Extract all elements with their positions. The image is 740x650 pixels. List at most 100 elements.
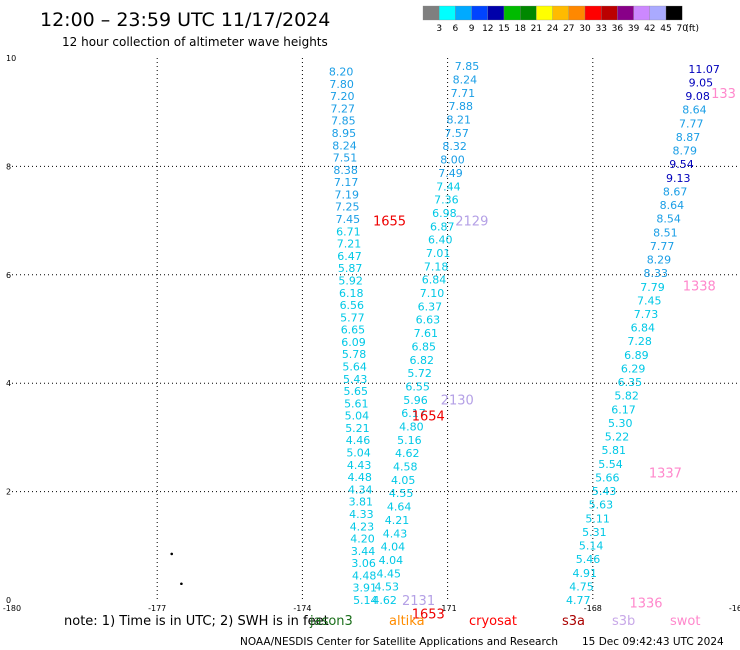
- wave-height-label: 7.20: [330, 90, 355, 103]
- wave-height-label: 7.28: [627, 335, 652, 348]
- wave-height-label: 4.43: [383, 527, 408, 540]
- wave-height-label: 7.77: [679, 117, 704, 130]
- x-tick-label: -180: [3, 604, 21, 613]
- footer-credit: NOAA/NESDIS Center for Satellite Applica…: [240, 636, 558, 648]
- wave-height-label: 5.04: [345, 410, 370, 423]
- wave-height-label: 4.53: [374, 581, 399, 594]
- wave-height-label: 6.09: [341, 336, 366, 349]
- wave-height-label: 7.49: [438, 167, 463, 180]
- wave-height-label: 6.84: [422, 274, 447, 287]
- wave-height-label: 7.19: [334, 188, 359, 201]
- wave-height-label: 6.47: [337, 250, 362, 263]
- legend-swatch: [665, 5, 683, 21]
- legend-swatch: [536, 5, 553, 21]
- wave-height-label: 7.61: [414, 327, 439, 340]
- wave-height-label: 6.84: [631, 322, 656, 335]
- wave-height-label: 8.64: [660, 199, 685, 212]
- wave-height-label: 4.62: [372, 594, 397, 607]
- wave-height-label: 4.58: [393, 461, 418, 474]
- data-marks: 8.207.807.207.277.858.958.247.518.387.17…: [170, 60, 736, 623]
- wave-height-label: 4.62: [395, 447, 420, 460]
- satellite-legend: jason3 altika cryosat s3a s3b swot: [309, 614, 700, 629]
- legend-swatch: [649, 5, 667, 21]
- wave-height-label: 5.04: [346, 447, 371, 460]
- wave-height-label: 7.45: [637, 294, 662, 307]
- wave-height-label: 6.17: [611, 403, 636, 416]
- wave-height-label: 8.51: [653, 226, 678, 239]
- wave-height-label: 7.88: [449, 100, 474, 113]
- wave-height-label: 5.21: [345, 422, 370, 435]
- wave-height-label: 6.98: [432, 207, 457, 220]
- wave-height-label: 5.30: [608, 417, 633, 430]
- wave-height-label: 5.43: [343, 373, 368, 386]
- legend-tick-label: 24: [547, 24, 559, 34]
- legend-tick-label: 39: [628, 24, 640, 34]
- wave-height-label: 7.85: [455, 60, 480, 73]
- wave-height-label: 5.81: [602, 444, 627, 457]
- wave-height-label: 5.14: [579, 540, 604, 553]
- legend-swatch: [633, 5, 650, 21]
- wave-height-label: 5.65: [344, 385, 369, 398]
- wave-height-label: 7.44: [436, 180, 461, 193]
- legend-swatch: [455, 5, 472, 21]
- wave-height-label: 7.85: [331, 115, 356, 128]
- legend-tick-label: 18: [514, 24, 526, 34]
- wave-height-label: 7.18: [424, 260, 449, 273]
- wave-height-label: 4.77: [566, 594, 591, 607]
- satellite-legend-s3a: s3a: [562, 614, 585, 629]
- wave-height-label: 3.81: [349, 496, 374, 509]
- y-tick-label: 2: [6, 488, 11, 497]
- pass-time-label: 1655: [373, 215, 406, 230]
- legend-unit-label: (ft): [685, 24, 699, 34]
- pass-time-label: 2131: [402, 594, 435, 609]
- wave-height-label: 8.38: [333, 164, 358, 177]
- legend-tick-label: 30: [579, 24, 591, 34]
- wave-height-label: 8.64: [682, 104, 707, 117]
- wave-height-label: 7.36: [434, 194, 459, 207]
- legend-swatch: [422, 5, 440, 21]
- pass-time-label: 1338: [683, 280, 716, 295]
- wave-height-label: 6.17: [401, 407, 426, 420]
- wave-height-label: 9.05: [689, 76, 714, 89]
- x-tick-label: -168: [584, 604, 602, 613]
- wave-height-label: 3.44: [351, 545, 376, 558]
- wave-height-label: 4.33: [349, 508, 374, 521]
- wave-height-label: 5.64: [342, 360, 367, 373]
- data-point: [180, 582, 183, 586]
- wave-height-label: 5.87: [338, 262, 363, 275]
- wave-height-label: 5.92: [338, 274, 363, 287]
- pass-time-label: 1654: [412, 410, 445, 425]
- wave-height-label: 4.91: [572, 567, 597, 580]
- footer-timestamp: 15 Dec 09:42:43 UTC 2024: [582, 636, 724, 648]
- wave-height-label: 7.21: [337, 238, 362, 251]
- wave-height-label: 8.33: [643, 267, 668, 280]
- wave-height-label: 7.71: [451, 87, 476, 100]
- wave-height-label: 6.40: [428, 234, 453, 247]
- plot-border: [12, 58, 738, 600]
- wave-height-label: 9.54: [669, 158, 694, 171]
- wave-height-label: 5.61: [344, 397, 369, 410]
- wave-height-label: 5.78: [342, 348, 367, 361]
- pass-time-label: 2130: [441, 393, 474, 408]
- wave-height-label: 8.24: [453, 73, 478, 86]
- chart-subtitle: 12 hour collection of altimeter wave hei…: [62, 35, 328, 49]
- wave-height-label: 4.04: [381, 541, 406, 554]
- wave-height-label: 8.87: [676, 131, 701, 144]
- wave-height-label: 6.71: [336, 225, 361, 238]
- legend-tick-label: 36: [612, 24, 624, 34]
- legend-tick-label: 6: [453, 24, 459, 34]
- wave-height-label: 6.29: [621, 362, 646, 375]
- legend-swatch: [568, 5, 586, 21]
- legend-swatch: [471, 5, 488, 21]
- wave-height-label: 7.79: [640, 281, 665, 294]
- satellite-legend-swot: swot: [670, 614, 700, 629]
- wave-height-label: 8.00: [440, 154, 465, 167]
- x-tick-label: -165: [729, 604, 740, 613]
- wave-height-label: 6.18: [339, 287, 364, 300]
- plot-area: [12, 58, 738, 600]
- footer-note: note: 1) Time is in UTC; 2) SWH is in fe…: [64, 614, 329, 629]
- legend-tick-label: 45: [660, 24, 671, 34]
- wave-height-label: 4.46: [346, 434, 371, 447]
- wave-height-label: 3.06: [351, 557, 376, 570]
